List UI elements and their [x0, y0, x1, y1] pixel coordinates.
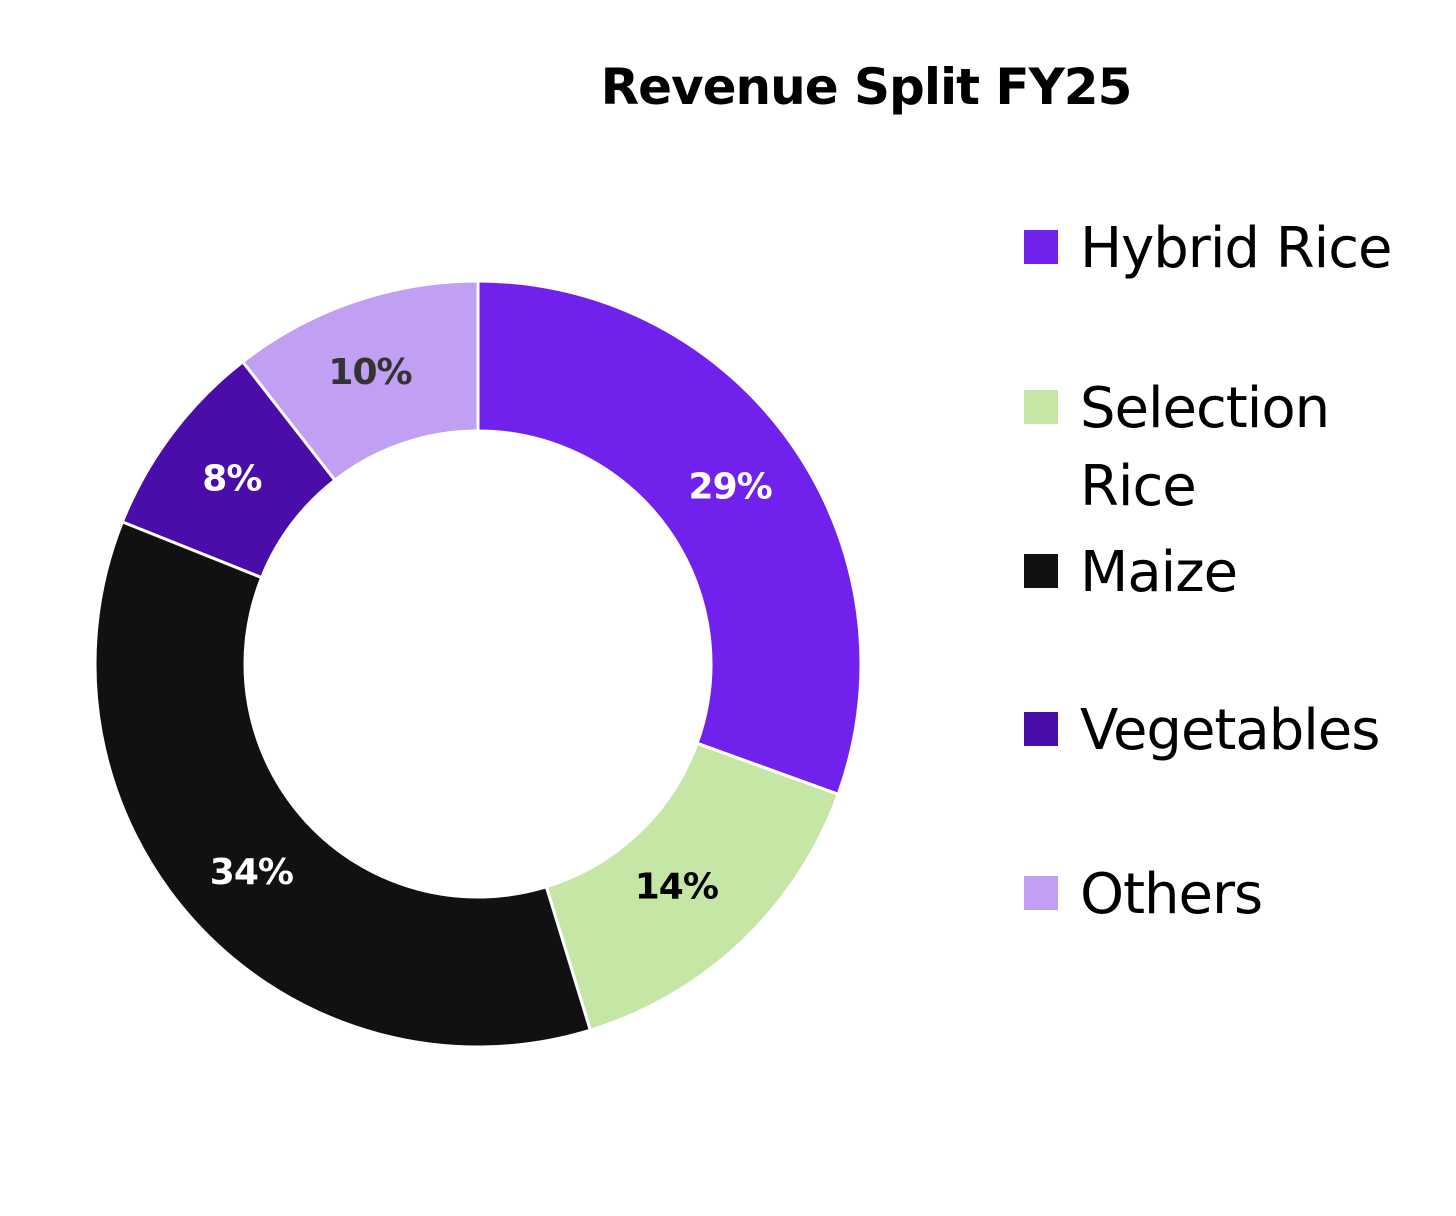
legend-item-hybrid-rice: Hybrid Rice: [1024, 210, 1420, 288]
slice-others: [240, 279, 480, 483]
slice-selection-rice: [544, 741, 841, 1033]
slice-label-maize: 34%: [210, 852, 293, 893]
legend-swatch-vegetables: [1024, 712, 1058, 746]
slice-maize: [93, 519, 593, 1049]
slice-hybrid-rice: [476, 279, 863, 797]
legend-item-selection-rice: Selection Rice: [1024, 370, 1420, 526]
legend-item-others: Others: [1024, 856, 1420, 934]
legend-label-hybrid-rice: Hybrid Rice: [1080, 216, 1392, 281]
legend-label-others: Others: [1080, 862, 1263, 927]
legend-swatch-hybrid-rice: [1024, 230, 1058, 264]
slice-label-others: 10%: [328, 352, 411, 393]
legend-label-selection-rice: Selection Rice: [1080, 376, 1330, 519]
slice-label-hybrid-rice: 29%: [689, 467, 772, 508]
chart-title: Revenue Split FY25: [600, 58, 1133, 116]
slice-label-vegetables: 8%: [202, 458, 261, 499]
legend-item-vegetables: Vegetables: [1024, 692, 1420, 770]
legend-swatch-selection-rice: [1024, 390, 1058, 424]
slice-label-selection-rice: 14%: [635, 867, 718, 908]
legend-label-maize: Maize: [1080, 540, 1238, 605]
legend-item-maize: Maize: [1024, 534, 1420, 612]
legend-label-vegetables: Vegetables: [1080, 698, 1380, 763]
donut-chart: 29% 14% 34% 8% 10%: [93, 279, 863, 1049]
legend-swatch-maize: [1024, 554, 1058, 588]
legend-swatch-others: [1024, 876, 1058, 910]
